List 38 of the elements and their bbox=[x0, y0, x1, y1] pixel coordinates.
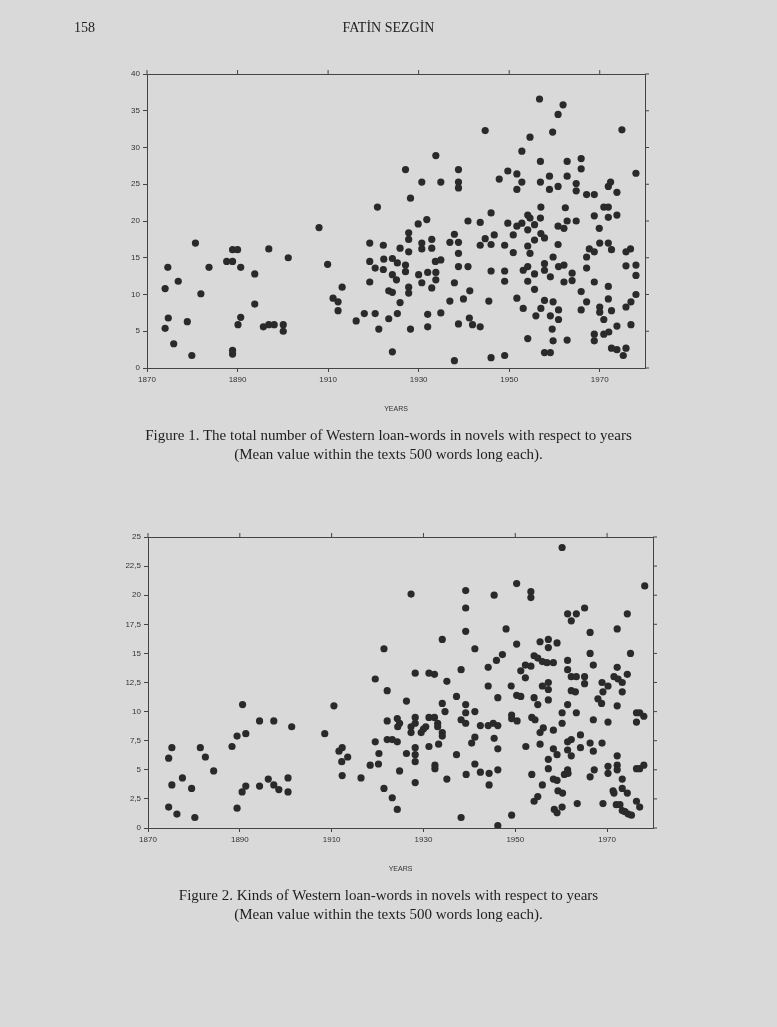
x-tick-label: 1890 bbox=[230, 835, 250, 844]
text: Figure 1. The total number of Western loan-words in novels with respect to years bbox=[144, 426, 633, 444]
y-tick-label: 15 bbox=[131, 252, 141, 262]
x-tick-label: 1910 bbox=[322, 835, 342, 844]
y-tick-label: 22,5 bbox=[125, 561, 142, 571]
y-tick-label: 25 bbox=[132, 532, 142, 542]
x-tick-label: 1910 bbox=[319, 375, 338, 384]
y-tick-label: 5 bbox=[136, 765, 142, 774]
x-tick-label: 1890 bbox=[228, 375, 247, 384]
y-tick-label: 10 bbox=[132, 706, 142, 716]
y-tick-label: 5 bbox=[135, 326, 141, 336]
text: 158 bbox=[74, 20, 95, 36]
y-tick-label: 20 bbox=[131, 216, 141, 226]
y-tick-label: 30 bbox=[131, 142, 141, 152]
y-tick-label: 10 bbox=[131, 289, 141, 299]
x-tick-label: 1930 bbox=[414, 835, 433, 844]
text: Figure 2. Kinds of Western loan-words in novels with respect to years bbox=[177, 886, 600, 904]
y-tick-label: 15 bbox=[132, 648, 142, 658]
x-tick-label: 1930 bbox=[409, 375, 429, 384]
x-tick-label: 1950 bbox=[506, 835, 525, 844]
text: (Mean value within the texts 500 words long each). bbox=[233, 905, 544, 923]
x-tick-label: 1950 bbox=[500, 375, 519, 384]
y-tick-label: 40 bbox=[131, 69, 141, 79]
x-tick-label: 1870 bbox=[138, 375, 157, 384]
y-tick-label: 35 bbox=[131, 105, 141, 115]
x-tick-label: 1970 bbox=[598, 835, 617, 844]
y-tick-label: 12,5 bbox=[125, 677, 142, 687]
y-tick-label: 17,5 bbox=[125, 619, 142, 629]
y-tick-label: 0 bbox=[135, 363, 141, 373]
text: (Mean value within the texts 500 words long each). bbox=[233, 445, 544, 463]
y-tick-label: 0 bbox=[136, 823, 142, 833]
y-tick-label: 20 bbox=[132, 590, 142, 600]
text: FATİN SEZGİN bbox=[342, 20, 435, 35]
y-tick-label: 7,5 bbox=[129, 735, 142, 745]
y-tick-label: 2,5 bbox=[129, 794, 142, 804]
y-tick-label: 25 bbox=[131, 179, 141, 189]
x-tick-label: 1870 bbox=[139, 835, 158, 844]
x-tick-label: 1970 bbox=[590, 375, 610, 384]
